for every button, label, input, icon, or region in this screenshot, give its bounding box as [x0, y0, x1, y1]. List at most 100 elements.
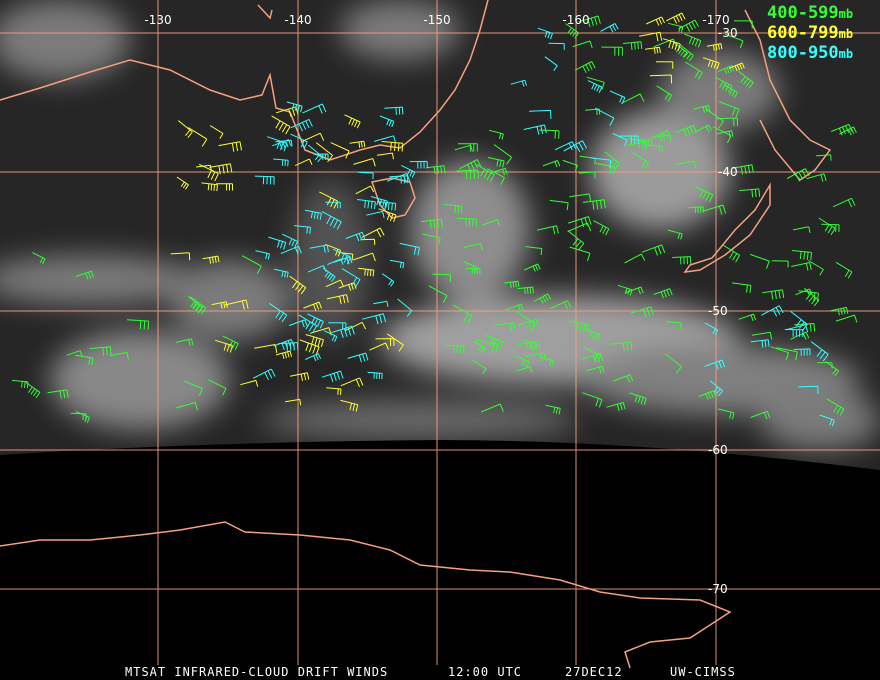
legend-range: 400-599: [767, 3, 839, 23]
wind-barb: [409, 160, 428, 169]
wind-barb: [808, 260, 824, 276]
wind-barb: [381, 141, 404, 152]
wind-barb: [594, 107, 615, 126]
wind-barb: [832, 197, 856, 208]
latitude-label: -70: [708, 582, 728, 596]
wind-barb: [473, 340, 487, 354]
wind-barb: [798, 290, 819, 302]
wind-barb: [357, 171, 374, 180]
wind-barb: [294, 158, 313, 167]
wind-barb: [664, 353, 682, 374]
wind-barb: [548, 42, 565, 50]
wind-barb: [620, 93, 645, 105]
wind-barb: [201, 182, 218, 192]
legend-range: 600-799: [767, 23, 839, 43]
wind-barb: [516, 366, 533, 373]
wind-barb: [705, 108, 724, 129]
wind-barb: [378, 208, 397, 223]
wind-barb: [361, 227, 385, 238]
wind-barb: [624, 253, 646, 264]
wind-barb: [89, 346, 112, 356]
wind-barb: [325, 201, 341, 209]
wind-barb: [463, 243, 483, 251]
wind-barb: [493, 322, 516, 332]
wind-barb: [487, 168, 505, 185]
wind-barb: [529, 109, 552, 119]
wind-barb: [369, 342, 389, 351]
wind-barb: [679, 44, 694, 62]
wind-barb: [377, 201, 397, 211]
wind-barb: [360, 238, 376, 245]
wind-barb: [523, 124, 547, 135]
wind-barb: [254, 175, 275, 185]
legend-entry: 600-799mb: [767, 23, 853, 43]
wind-barb: [366, 210, 385, 219]
wind-barb: [830, 306, 849, 316]
wind-barb: [352, 252, 376, 262]
wind-barb: [457, 218, 477, 227]
wind-barb: [340, 399, 359, 412]
wind-barb: [331, 325, 355, 339]
wind-barb: [75, 354, 94, 366]
wind-barb: [255, 250, 270, 260]
wind-barb: [738, 70, 754, 89]
wind-barb: [282, 233, 298, 248]
wind-barb: [839, 126, 857, 136]
wind-barb: [476, 164, 495, 183]
wind-barb: [275, 350, 293, 359]
wind-barb: [617, 284, 633, 296]
footer-source: UW-CIMSS: [670, 665, 736, 679]
wind-barb: [706, 43, 723, 51]
wind-barb: [750, 253, 770, 269]
wind-barb: [595, 162, 616, 175]
wind-barb: [280, 245, 302, 255]
wind-barb: [481, 403, 504, 413]
wind-barb: [222, 335, 239, 350]
wind-barb: [639, 31, 663, 42]
wind-barb: [209, 125, 224, 139]
legend-unit: mb: [839, 47, 853, 61]
wind-barb: [384, 106, 404, 115]
wind-barb: [544, 56, 558, 71]
wind-barb: [645, 16, 665, 26]
wind-barb: [667, 229, 683, 240]
wind-barb: [600, 23, 619, 33]
wind-barb: [489, 167, 508, 176]
wind-barb: [606, 402, 626, 412]
wind-barb: [656, 85, 673, 102]
wind-barb: [772, 260, 789, 268]
wind-barb: [776, 347, 798, 361]
wind-barb: [275, 106, 299, 117]
wind-barb: [646, 144, 663, 153]
longitude-label: -160: [562, 13, 589, 27]
wind-barb: [645, 46, 661, 54]
wind-barb: [224, 299, 249, 310]
wind-barb: [290, 133, 308, 149]
wind-barb: [70, 412, 87, 421]
wind-barb: [563, 140, 588, 153]
wind-barb: [578, 15, 601, 28]
wind-barb: [326, 294, 349, 305]
wind-barb: [709, 380, 723, 397]
wind-barb: [177, 120, 193, 139]
wind-barb: [762, 289, 785, 300]
wind-barb: [702, 204, 727, 215]
wind-barb: [209, 163, 233, 175]
wind-barb: [732, 282, 752, 293]
wind-barb: [216, 183, 233, 191]
wind-barb: [516, 311, 536, 332]
wind-barb: [303, 301, 322, 311]
wind-barb: [675, 124, 697, 137]
wind-barb: [387, 333, 404, 352]
wind-barb: [326, 387, 342, 395]
wind-barb: [175, 338, 194, 346]
wind-barb: [341, 268, 361, 287]
wind-barb: [299, 339, 320, 355]
wind-barb: [454, 144, 473, 152]
wind-barb: [319, 191, 339, 209]
wind-barb: [268, 236, 287, 250]
legend-entry: 800-950mb: [767, 43, 853, 63]
wind-barb: [732, 164, 754, 175]
